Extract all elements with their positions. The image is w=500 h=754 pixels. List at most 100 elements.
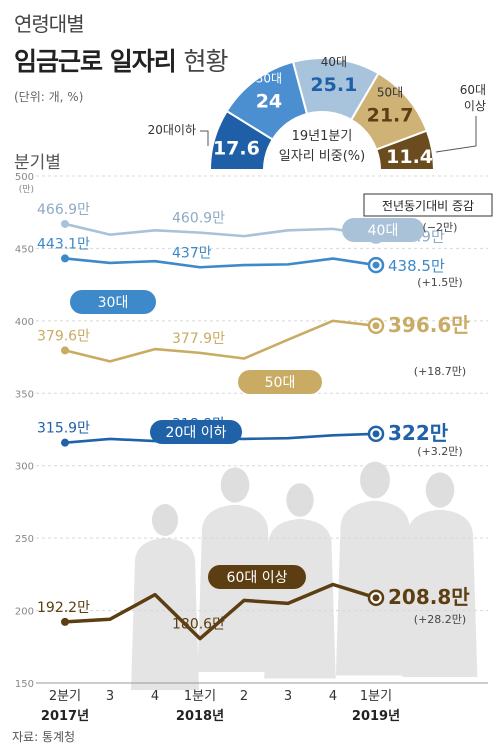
yoy-change: (+1.5만) (417, 276, 462, 289)
series-name-badge (342, 218, 424, 242)
data-label: 466.9만 (37, 202, 90, 218)
x-tick-label: 2분기 (49, 689, 81, 704)
figure-body (131, 538, 199, 690)
series-name-label: 30대 (98, 295, 129, 311)
y-tick-label: 300 (15, 462, 34, 473)
figure-body (335, 500, 415, 676)
donut-slice-value: 11.4 (386, 146, 433, 168)
series-point (61, 346, 69, 355)
data-label: 438.5만 (388, 257, 445, 275)
yoy-change: (−2만) (423, 221, 458, 234)
y-tick-label: 350 (15, 389, 34, 400)
y-axis-unit: (만) (19, 184, 34, 195)
data-label: 208.8만 (388, 585, 470, 609)
series-name-badge (150, 420, 242, 444)
donut-slice-label: 50대 (377, 86, 403, 100)
y-tick-label: 450 (15, 244, 34, 255)
series-point (61, 617, 69, 626)
section-label: 분기별 (14, 153, 61, 173)
title-line-2: 임금근로 일자리 현황 (14, 42, 228, 78)
y-tick-label: 150 (15, 679, 34, 690)
figure-head (360, 461, 390, 499)
donut-center-label: 일자리 비중(%) (279, 149, 365, 164)
x-tick-label: 4 (329, 689, 337, 704)
data-label: 437만 (172, 245, 212, 261)
x-year-label: 2019년 (352, 709, 400, 724)
data-label: 460.9만 (172, 211, 225, 227)
source-note: 자료: 통계청 (12, 730, 76, 744)
title-suffix: 현황 (183, 47, 228, 76)
donut-slice-value: 17.6 (213, 138, 260, 160)
title-line-1: 연령대별 (14, 12, 85, 36)
x-tick-label: 2 (240, 689, 248, 704)
x-tick-label: 1분기 (184, 689, 216, 704)
series-line (64, 319, 377, 363)
yoy-change: (+28.2만) (414, 613, 466, 626)
data-label: 192.2만 (37, 600, 90, 616)
x-year-label: 2018년 (176, 709, 224, 724)
figure-head (425, 472, 455, 508)
series-point (372, 261, 380, 269)
data-label: 322만 (388, 421, 449, 445)
y-tick-label: 200 (15, 607, 34, 618)
series-point (372, 322, 380, 330)
donut-slice (375, 129, 436, 171)
donut-center-label: 19년1분기 (292, 129, 353, 144)
donut-slice-value: 21.7 (367, 105, 414, 127)
x-year-label: 2017년 (41, 709, 89, 724)
series-name-label: 20대 이하 (166, 425, 227, 441)
background-figures (131, 461, 478, 690)
data-label: 443.1만 (37, 236, 90, 252)
figure-silhouette (131, 504, 199, 690)
line-chart: 150 200 250 300 350 400 450 500(만) 2분기 3 4 1분기 2 3 4 1분… (15, 172, 493, 724)
series-name-badge (238, 370, 322, 394)
series-name-badge (208, 565, 306, 589)
series-name-label: 60대 이상 (227, 570, 288, 586)
series-point (61, 219, 69, 228)
x-tick-label: 4 (151, 689, 159, 704)
series-name-label: 40대 (368, 223, 399, 239)
yoy-change: (+3.2만) (417, 445, 462, 458)
figure-head (220, 467, 250, 503)
y-tick-label: 400 (15, 317, 34, 328)
leader-line (200, 130, 209, 146)
title-main: 임금근로 일자리 (14, 47, 177, 76)
donut-slice-value: 25.1 (310, 74, 357, 96)
figure-silhouette (402, 472, 478, 677)
data-label: 396.6만 (388, 313, 470, 337)
donut-slice-label: 40대 (321, 55, 347, 69)
series-line (64, 257, 377, 269)
series-point (61, 438, 69, 447)
series-point (372, 430, 380, 438)
yoy-change: (+18.7만) (414, 365, 466, 378)
series-name-label: 50대 (265, 375, 296, 391)
donut-slice-label: 30대 (256, 72, 282, 86)
x-tick-label: 1분기 (360, 689, 392, 704)
y-tick-label: 500 (15, 172, 34, 183)
donut-slice-value: 24 (256, 91, 282, 113)
leader-line (435, 116, 477, 153)
donut-slice-label: 60대 (460, 83, 486, 97)
data-label: 180.6만 (172, 617, 225, 633)
x-tick-label: 3 (284, 689, 292, 704)
unit-note: (단위: 개, %) (14, 90, 84, 104)
donut-slice-label: 이상 (464, 99, 486, 113)
series-point (372, 594, 380, 602)
figure-head (286, 483, 314, 517)
series-name-badge (70, 290, 156, 314)
data-label: 377.9만 (172, 331, 225, 347)
data-label: 315.9만 (37, 421, 90, 437)
yoy-label: 전년동기대비 증감 (382, 199, 474, 213)
figure-silhouette (335, 461, 415, 676)
series-point (61, 254, 69, 263)
x-tick-label: 3 (106, 689, 114, 704)
series-line (64, 222, 377, 238)
series-line (64, 582, 377, 641)
y-tick-label: 250 (15, 534, 34, 545)
figure-head (152, 504, 178, 536)
yoy-box (363, 193, 493, 217)
data-label: 379.6만 (37, 328, 90, 344)
